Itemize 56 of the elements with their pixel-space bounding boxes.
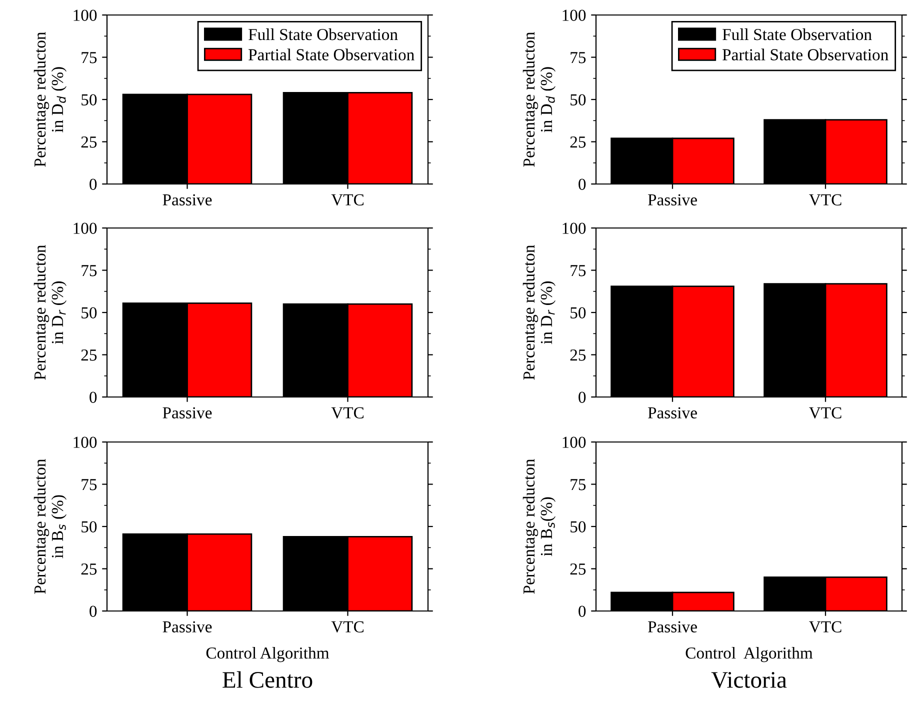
x-tick-label: VTC — [809, 407, 842, 419]
y-tick-label: 75 — [82, 265, 97, 276]
y-axis-title: Percentage reducton in B$_{s}$ (%) — [34, 458, 67, 594]
y-tick-label: 25 — [570, 563, 586, 575]
x-tick-label: Passive — [648, 407, 697, 418]
y-tick-label: 100 — [562, 222, 586, 234]
y-axis-title: Percentage reducton in D$_{r}$ (%) — [34, 244, 67, 380]
y-tick-label: 0 — [578, 392, 586, 403]
y-tick-label: 50 — [82, 94, 97, 106]
y-tick-label: 100 — [74, 10, 97, 21]
text: Victoria — [711, 672, 787, 688]
x-axis-title: Control Algorithm — [686, 646, 813, 662]
text: El Centro — [222, 671, 312, 688]
x-tick-label: Passive — [162, 407, 212, 418]
y-tick-label: 75 — [570, 479, 586, 490]
y-tick-label: 50 — [82, 521, 97, 532]
x-tick-label: VTC — [809, 194, 842, 206]
x-tick-label: VTC — [809, 621, 842, 633]
y-tick-label: 50 — [570, 94, 586, 106]
legend-label: Partial State Observation — [722, 48, 888, 60]
y-axis-title: Percentage reducton in B$_{s}$(%) — [522, 458, 556, 594]
y-tick-label: 50 — [82, 307, 97, 318]
y-tick-label: 0 — [90, 606, 97, 617]
legend-label: Full State Observation — [248, 28, 398, 40]
y-tick-label: 0 — [578, 178, 586, 190]
y-tick-label: 100 — [74, 436, 97, 448]
y-tick-label: 0 — [90, 178, 97, 190]
y-tick-label: 100 — [562, 436, 586, 448]
legend-label: Partial State Observation — [248, 48, 414, 60]
x-tick-label: VTC — [331, 407, 364, 419]
x-axis-title: Control Algorithm — [206, 646, 330, 662]
y-axis-title: Percentage reducton in D$_{d}$ (%) — [34, 32, 67, 167]
y-tick-label: 100 — [562, 10, 586, 21]
x-tick-label: VTC — [331, 621, 364, 633]
x-tick-label: VTC — [331, 194, 364, 206]
y-tick-label: 75 — [82, 479, 97, 490]
x-tick-label: Passive — [648, 194, 697, 206]
y-tick-label: 100 — [74, 222, 97, 234]
y-tick-label: 50 — [570, 307, 586, 318]
legend-label: Full State Observation — [722, 28, 872, 40]
x-tick-label: Passive — [162, 621, 212, 632]
y-tick-label: 25 — [81, 136, 97, 148]
y-tick-label: 25 — [81, 349, 97, 361]
x-tick-label: Passive — [162, 194, 212, 206]
y-tick-label: 25 — [570, 136, 586, 148]
y-tick-label: 75 — [570, 52, 586, 64]
y-tick-label: 25 — [81, 563, 97, 575]
y-tick-label: 0 — [90, 392, 97, 403]
y-axis-title: Percentage reducton in D$_{r}$ (%) — [522, 244, 556, 380]
y-tick-label: 0 — [578, 606, 586, 617]
y-tick-label: 75 — [570, 265, 586, 276]
y-tick-label: 25 — [570, 349, 586, 361]
y-tick-label: 50 — [570, 521, 586, 532]
y-tick-label: 75 — [82, 52, 97, 64]
y-axis-title: Percentage reducton in D$_{d}$ (%) — [522, 32, 556, 167]
x-tick-label: Passive — [648, 621, 697, 632]
